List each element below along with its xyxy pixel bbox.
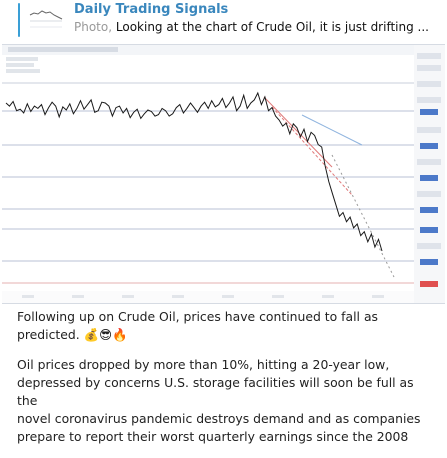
paragraph-2: Oil prices dropped by more than 10%, hit… [17,356,427,446]
reply-accent-bar [18,3,20,37]
price-chart [2,45,445,303]
reply-kind: Photo, [74,20,113,34]
time-axis-ticks [22,295,384,298]
message-text: Following up on Crude Oil, prices have c… [17,308,427,458]
caption-line: Following up on Crude Oil, prices have c… [17,309,378,324]
caption-line: prepare to report their worst quarterly … [17,429,409,444]
reply-title: Daily Trading Signals [74,2,229,17]
chart-info-line [6,57,38,61]
chart-toolbar [2,45,445,55]
reply-text: Looking at the chart of Crude Oil, it is… [115,20,429,34]
time-axis [2,291,414,303]
chart-image[interactable] [2,44,445,304]
price-axis-labels [417,53,441,287]
caption-line: novel coronavirus pandemic destroys dema… [17,411,421,426]
support-lines [2,82,414,284]
price-line [5,91,383,252]
caption-line: Oil prices dropped by more than 10%, hit… [17,357,390,372]
reply-snippet: Photo, Looking at the chart of Crude Oil… [74,20,444,34]
trend-lines [263,96,395,278]
caption-line: predicted. 💰😎🔥 [17,327,128,342]
chart-thumbnail-icon [28,1,64,37]
chart-toolbar-text [8,47,118,52]
paragraph-1: Following up on Crude Oil, prices have c… [17,308,427,344]
reply-preview[interactable]: Daily Trading Signals Photo, Looking at … [0,0,447,40]
caption-line: depressed by concerns U.S. storage facil… [17,375,414,408]
chart-info-line [6,69,40,73]
chart-info-line [6,63,34,67]
